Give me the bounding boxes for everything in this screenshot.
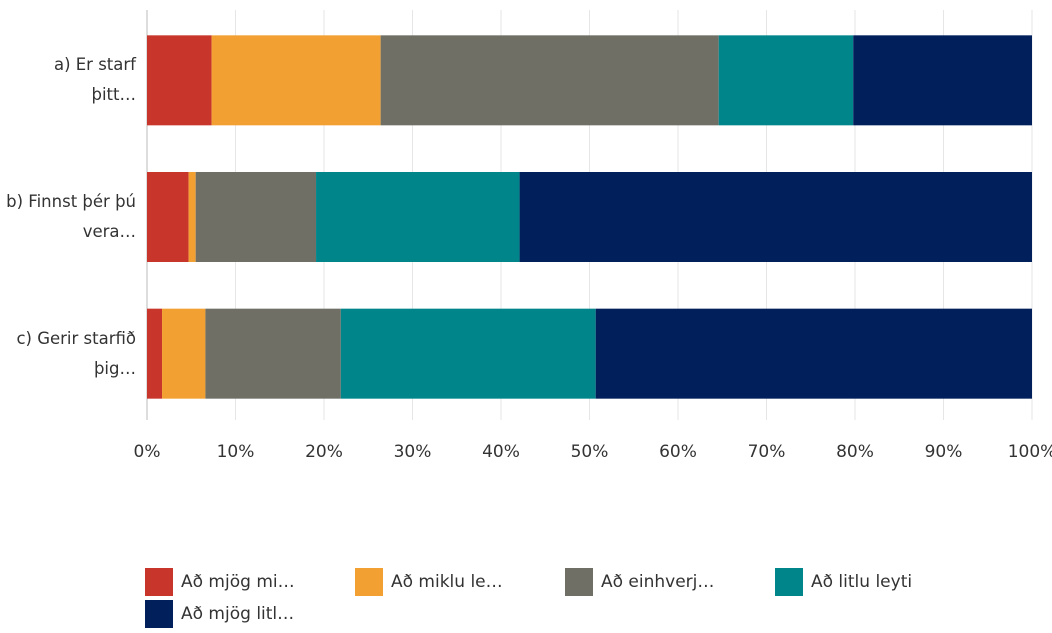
x-tick-label: 60% xyxy=(659,442,697,462)
y-tick-label: c) Gerir starfið þig… xyxy=(16,328,136,378)
legend-label: Að mjög mi… xyxy=(181,572,295,592)
legend-label: Að litlu leyti xyxy=(811,572,913,592)
x-tick-label: 100% xyxy=(1008,442,1052,462)
x-tick-label: 10% xyxy=(217,442,255,462)
x-tick-label: 80% xyxy=(836,442,874,462)
legend-swatch xyxy=(145,600,173,628)
bar-segment xyxy=(380,35,719,126)
bar-segment xyxy=(188,172,196,262)
bar-segment xyxy=(211,35,381,126)
x-tick-label: 70% xyxy=(748,442,786,462)
bar-segment xyxy=(718,35,854,126)
x-tick-label: 20% xyxy=(305,442,343,462)
bar-segment xyxy=(147,172,189,262)
x-tick-label: 30% xyxy=(394,442,432,462)
legend: Að mjög mi… Að miklu le… Að einhverj… Að li… xyxy=(145,567,1005,629)
bar-segment xyxy=(340,308,596,399)
bar-segment xyxy=(147,308,163,399)
legend-swatch xyxy=(565,568,593,596)
bar-segment xyxy=(205,308,341,399)
bar-segment xyxy=(316,172,520,262)
x-tick-label: 0% xyxy=(134,442,161,462)
legend-swatch xyxy=(775,568,803,596)
legend-swatch xyxy=(145,568,173,596)
bar-segment xyxy=(853,35,1032,126)
legend-swatch xyxy=(355,568,383,596)
x-tick-label: 90% xyxy=(925,442,963,462)
legend-item: Að mjög litl… xyxy=(145,599,355,629)
legend-item: Að litlu leyti xyxy=(775,567,985,597)
x-tick-label: 40% xyxy=(482,442,520,462)
bar-segment xyxy=(162,308,206,399)
legend-item: Að miklu le… xyxy=(355,567,565,597)
bar-segment xyxy=(147,35,212,126)
legend-label: Að einhverj… xyxy=(601,572,715,592)
bar-segment xyxy=(195,172,317,262)
legend-label: Að mjög litl… xyxy=(181,604,295,624)
bar-segment xyxy=(519,172,1032,262)
legend-label: Að miklu le… xyxy=(391,572,503,592)
bar-segment xyxy=(595,308,1032,399)
y-tick-label: b) Finnst þér þú vera… xyxy=(6,192,136,241)
y-tick-label: a) Er starf þitt… xyxy=(53,55,136,105)
x-tick-label: 50% xyxy=(571,442,609,462)
legend-item: Að einhverj… xyxy=(565,567,775,597)
legend-item: Að mjög mi… xyxy=(145,567,355,597)
